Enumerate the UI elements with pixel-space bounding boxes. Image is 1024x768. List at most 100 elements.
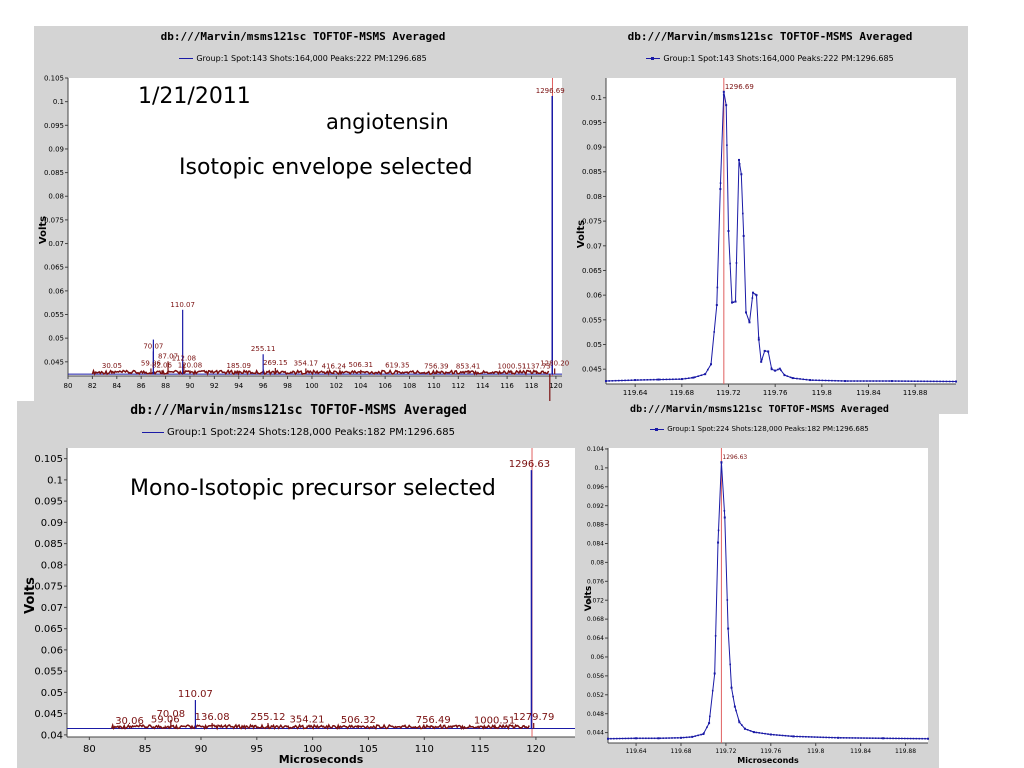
data-point bbox=[727, 230, 730, 232]
data-point bbox=[713, 672, 716, 675]
data-point bbox=[892, 737, 894, 740]
data-point bbox=[891, 380, 894, 382]
y-tick-label: 0.048 bbox=[587, 711, 604, 718]
data-point bbox=[805, 735, 807, 738]
data-point bbox=[730, 686, 733, 689]
data-point bbox=[653, 737, 656, 740]
y-tick-label: 0.09 bbox=[48, 145, 64, 153]
data-point bbox=[921, 737, 923, 740]
x-tick-label: 90 bbox=[195, 744, 208, 755]
data-point bbox=[675, 378, 677, 380]
data-point bbox=[839, 737, 842, 739]
y-tick-label: 0.06 bbox=[591, 654, 605, 661]
data-point bbox=[923, 380, 925, 383]
data-point bbox=[755, 731, 758, 734]
data-point bbox=[700, 374, 703, 377]
data-point bbox=[738, 721, 741, 724]
y-tick-label: 0.045 bbox=[44, 358, 64, 366]
y-tick-label: 0.085 bbox=[44, 169, 64, 177]
data-point bbox=[755, 294, 758, 297]
data-point bbox=[742, 234, 745, 237]
x-tick-label: 106 bbox=[378, 382, 392, 390]
data-point bbox=[773, 733, 775, 736]
data-point bbox=[659, 378, 661, 381]
legend-line-icon bbox=[646, 57, 661, 60]
mono-isotopic-annotation: Mono-Isotopic precursor selected bbox=[130, 476, 496, 501]
data-point bbox=[637, 379, 639, 381]
data-point bbox=[885, 380, 887, 382]
x-tick-label: 92 bbox=[210, 382, 219, 390]
x-tick-label: 80 bbox=[64, 382, 73, 390]
data-point bbox=[854, 737, 857, 739]
data-point bbox=[791, 377, 794, 380]
y-tick-label: 0.065 bbox=[582, 267, 602, 275]
data-point bbox=[720, 462, 723, 464]
data-point bbox=[802, 735, 804, 738]
data-point bbox=[863, 737, 865, 739]
data-point bbox=[633, 737, 635, 740]
y-axis-label: Volts bbox=[576, 220, 587, 248]
peak-label: 1296.63 bbox=[509, 459, 550, 470]
data-point bbox=[672, 378, 674, 381]
data-point bbox=[805, 378, 808, 381]
date-annotation: 1/21/2011 bbox=[138, 84, 251, 109]
data-point bbox=[760, 360, 763, 363]
x-tick-label: 100 bbox=[305, 382, 318, 390]
y-tick-label: 0.104 bbox=[587, 446, 604, 453]
y-tick-label: 0.055 bbox=[34, 667, 63, 678]
data-point bbox=[866, 380, 868, 382]
data-point bbox=[652, 378, 655, 381]
data-point bbox=[665, 737, 667, 739]
data-point bbox=[677, 737, 679, 739]
data-point bbox=[657, 378, 660, 381]
x-tick-label: 119.72 bbox=[716, 389, 741, 397]
x-axis-label: Microseconds bbox=[737, 756, 799, 765]
data-point bbox=[920, 380, 922, 383]
y-tick-label: 0.065 bbox=[44, 264, 64, 272]
data-point bbox=[605, 380, 607, 382]
data-point bbox=[621, 379, 623, 382]
x-tick-label: 98 bbox=[283, 382, 292, 390]
data-point bbox=[761, 358, 763, 361]
data-point bbox=[691, 736, 694, 738]
data-point bbox=[918, 737, 921, 740]
data-point bbox=[792, 377, 795, 379]
data-point bbox=[799, 735, 801, 738]
data-point bbox=[842, 737, 845, 739]
data-point bbox=[703, 732, 705, 734]
data-point bbox=[731, 301, 733, 304]
y-tick-label: 0.06 bbox=[48, 287, 64, 295]
data-point bbox=[656, 737, 659, 740]
data-point bbox=[904, 380, 906, 382]
peak-label: 619.35 bbox=[385, 361, 410, 369]
data-point bbox=[700, 733, 702, 736]
x-tick-label: 88 bbox=[161, 382, 170, 390]
data-point bbox=[796, 735, 798, 738]
data-point bbox=[738, 158, 740, 161]
data-point bbox=[738, 163, 741, 165]
x-tick-label: 114 bbox=[476, 382, 490, 390]
data-point bbox=[714, 635, 717, 637]
chart-plot-tl: 0.045 0.05 0.055 0.06 0.065 0.07 0.075 0.08 0.08… bbox=[38, 74, 569, 402]
data-point bbox=[761, 732, 763, 735]
y-tick-label: 0.07 bbox=[48, 240, 64, 248]
data-point bbox=[767, 733, 769, 735]
data-point bbox=[783, 373, 785, 376]
peak-label: 506.32 bbox=[341, 715, 376, 726]
peak-label: 853.41 bbox=[456, 363, 481, 371]
data-point bbox=[872, 380, 875, 382]
x-tick-label: 104 bbox=[354, 382, 368, 390]
x-tick-label: 119.88 bbox=[895, 748, 916, 755]
data-point bbox=[770, 367, 773, 369]
data-point bbox=[650, 737, 653, 740]
data-point bbox=[741, 724, 743, 726]
y-tick-label: 0.055 bbox=[582, 316, 602, 324]
peak-label: 416.24 bbox=[322, 363, 347, 371]
data-point bbox=[907, 380, 910, 382]
data-point bbox=[948, 380, 951, 383]
y-tick-label: 0.1 bbox=[53, 98, 64, 106]
data-point bbox=[640, 379, 642, 381]
y-tick-label: 0.095 bbox=[44, 122, 64, 130]
data-point bbox=[742, 212, 744, 215]
peak-label: 70.08 bbox=[157, 709, 186, 720]
